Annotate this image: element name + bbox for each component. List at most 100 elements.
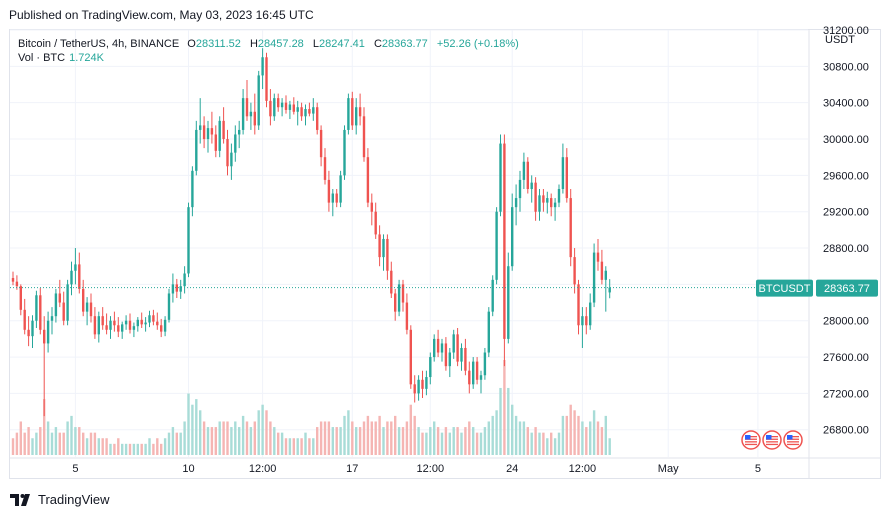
volume-bar — [429, 427, 432, 455]
volume-bar — [526, 427, 529, 455]
volume-bar — [472, 427, 475, 455]
volume-bar — [569, 404, 572, 455]
candle-body — [269, 100, 272, 117]
candle-body — [206, 128, 210, 140]
us-event-flag-icon[interactable] — [741, 430, 761, 450]
volume-bar — [503, 360, 506, 455]
volume-bar — [374, 421, 377, 455]
volume-bar — [27, 427, 30, 455]
volume-bar — [249, 427, 253, 455]
volume-bar — [43, 399, 46, 455]
candle-body — [347, 98, 350, 130]
volume-bar — [202, 421, 206, 455]
candle-body — [585, 316, 588, 326]
y-tick-label: 30800.00 — [823, 61, 869, 73]
candle-body — [374, 211, 377, 235]
candle-body — [316, 107, 319, 130]
volume-bar — [222, 421, 225, 455]
volume-label[interactable]: Vol · BTC — [18, 52, 66, 64]
candle-body — [277, 98, 280, 108]
candle-body — [569, 198, 572, 258]
candle-body — [312, 107, 315, 114]
volume-bar — [74, 427, 77, 455]
symbol-title[interactable]: Bitcoin / TetherUS, 4h, BINANCE — [18, 38, 180, 50]
candle-body — [589, 302, 592, 326]
tradingview-footer[interactable]: TradingView — [10, 492, 110, 507]
candle-body — [300, 107, 303, 117]
tradingview-logo-icon — [10, 493, 30, 506]
candle-body — [507, 266, 510, 339]
x-tick-label: 17 — [346, 463, 358, 475]
volume-bar — [319, 421, 323, 455]
candle-body — [249, 111, 253, 117]
volume-bar — [456, 427, 459, 455]
volume-bar — [394, 415, 397, 455]
candle-body — [608, 287, 611, 293]
volume-bar — [292, 438, 295, 455]
volume-bar — [581, 421, 584, 455]
volume-bar — [300, 438, 303, 455]
candle-body — [35, 295, 38, 321]
candle-body — [121, 324, 124, 332]
volume-bar — [327, 421, 331, 455]
volume-bar — [499, 387, 502, 455]
y-tick-label: 28800.00 — [823, 243, 869, 255]
volume-bar — [214, 427, 217, 455]
symbol-tag-label: BTCUSDT — [759, 283, 811, 295]
volume-bar — [117, 438, 120, 455]
volume-bar — [66, 421, 69, 455]
volume-bar — [596, 421, 600, 455]
candle-body — [561, 157, 565, 189]
candle-body — [452, 334, 455, 353]
volume-bar — [358, 427, 362, 455]
candle-body — [175, 284, 178, 292]
volume-bar — [468, 421, 471, 455]
candle-body — [308, 109, 311, 114]
candle-body — [46, 320, 50, 344]
volume-bar — [362, 421, 366, 455]
volume-bar — [31, 438, 34, 455]
candle-body — [253, 111, 256, 126]
x-tick-label: May — [658, 463, 679, 475]
volume-value: 1.724K — [69, 52, 104, 64]
candle-body — [241, 98, 245, 130]
candle-body — [74, 264, 77, 271]
candle-body — [93, 316, 97, 335]
volume-bar — [54, 427, 58, 455]
us-event-flag-icon[interactable] — [783, 430, 803, 450]
volume-bar — [425, 432, 428, 455]
candle-body — [448, 352, 451, 367]
candle-body — [210, 128, 214, 135]
candle-body — [97, 316, 100, 335]
candle-body — [31, 320, 34, 337]
volume-bar — [405, 421, 409, 455]
volume-bar — [148, 438, 151, 455]
candle-body — [444, 343, 448, 367]
x-tick-label: 10 — [182, 463, 194, 475]
change-value: +52.26 (+0.18%) — [436, 38, 519, 50]
volume-bar — [15, 432, 19, 455]
volume-bar — [343, 415, 346, 455]
us-event-flag-icon[interactable] — [762, 430, 782, 450]
volume-bar — [585, 427, 588, 455]
candle-body — [514, 198, 518, 208]
candle-body — [433, 338, 436, 358]
candle-body — [148, 315, 151, 323]
currency-label[interactable]: USDT — [825, 34, 855, 46]
volume-bar — [85, 438, 89, 455]
volume-bar — [542, 432, 545, 455]
volume-bar — [538, 432, 541, 455]
candle-body — [27, 329, 30, 337]
candle-body — [187, 207, 190, 274]
volume-bar — [39, 427, 42, 455]
volume-bar — [436, 427, 440, 455]
candle-body — [101, 316, 104, 326]
symbol-tag — [756, 279, 813, 297]
open-value: 28311.52 — [195, 38, 241, 50]
volume-bar — [483, 427, 487, 455]
volume-bar — [511, 404, 514, 455]
volume-bar — [284, 438, 288, 455]
volume-bar — [444, 427, 448, 455]
volume-bar — [187, 393, 190, 455]
